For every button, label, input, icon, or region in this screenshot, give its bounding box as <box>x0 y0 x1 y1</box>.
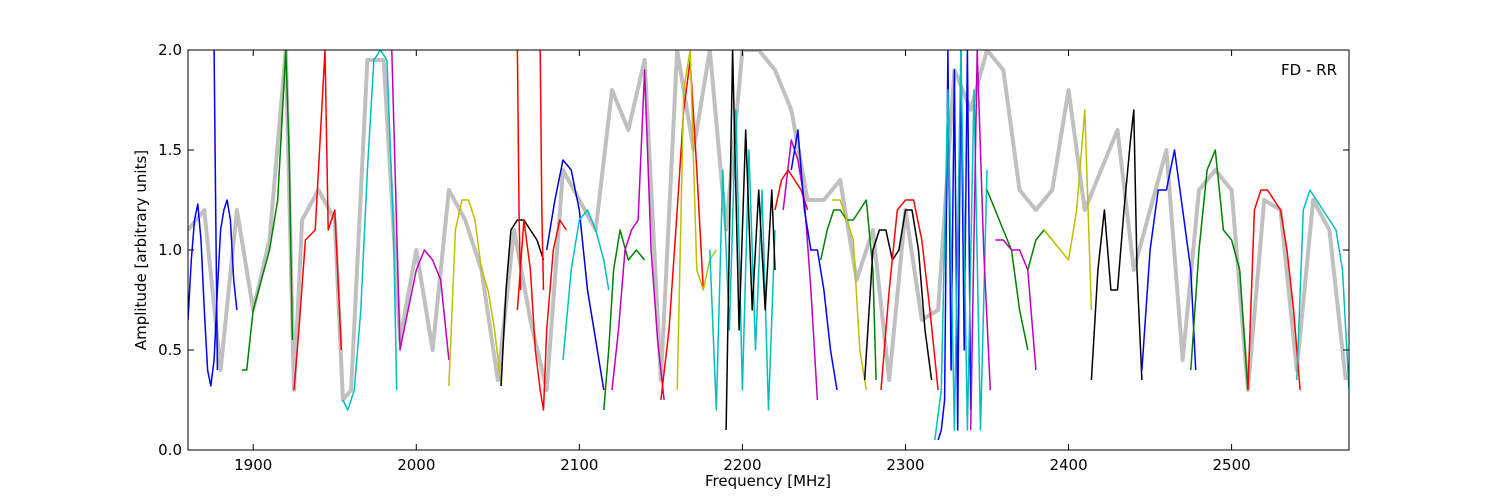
series-line-6 <box>391 50 450 361</box>
series-line-28 <box>934 50 988 441</box>
y-tick-label: 1.0 <box>158 241 182 259</box>
series-line-34 <box>1090 109 1143 381</box>
series-line-37 <box>1247 189 1301 391</box>
series-line-14 <box>603 229 646 411</box>
series-line-35 <box>1141 149 1197 371</box>
axis-ticks: 1900 2000 2100 2200 2300 2400 2500 0.0 0.5 1.0 1.5… <box>158 41 1349 474</box>
series-traces <box>188 50 1349 441</box>
series-line-33 <box>1043 109 1093 311</box>
y-tick-label: 0.0 <box>158 441 182 459</box>
series-line-3 <box>241 50 294 371</box>
series-line-1 <box>188 199 238 387</box>
series-line-27 <box>937 50 972 441</box>
series-line-10 <box>516 50 522 291</box>
x-tick-label: 2400 <box>1049 456 1087 474</box>
y-tick-label: 0.5 <box>158 341 182 359</box>
series-line-11 <box>539 50 545 291</box>
y-tick-label: 1.5 <box>158 141 182 159</box>
series-line-8 <box>500 219 545 387</box>
background-trace-line <box>188 50 1348 402</box>
y-axis-label: Amplitude [arbitrary units] <box>132 150 150 350</box>
series-line-30 <box>986 189 1029 351</box>
series-line-20 <box>774 169 809 211</box>
series-line-29 <box>969 50 992 431</box>
series-line-4 <box>293 50 343 391</box>
series-line-38 <box>1296 189 1349 391</box>
series-line-9 <box>516 219 567 411</box>
chart-annotation: FD - RR <box>1281 61 1337 79</box>
series-line-19 <box>725 50 776 431</box>
x-tick-label: 1900 <box>234 456 272 474</box>
x-tick-label: 2200 <box>723 456 761 474</box>
series-line-21 <box>782 139 819 401</box>
series-line-15 <box>611 69 665 401</box>
background-trace <box>188 50 1348 402</box>
series-line-22 <box>790 129 838 391</box>
series-line-5 <box>342 50 398 411</box>
series-line-23 <box>819 199 877 381</box>
series-line-31 <box>995 239 1037 371</box>
x-tick-label: 2100 <box>560 456 598 474</box>
series-line-2 <box>213 50 219 371</box>
series-line-7 <box>448 199 502 387</box>
x-axis-label: Frequency [MHz] <box>705 472 831 490</box>
series-line-18 <box>709 109 776 411</box>
series-line-24 <box>832 199 868 391</box>
x-tick-label: 2300 <box>886 456 924 474</box>
series-line-25 <box>863 209 933 381</box>
series-line-36 <box>1190 149 1249 391</box>
y-tick-label: 2.0 <box>158 41 182 59</box>
series-line-13 <box>562 209 610 361</box>
series-line-12 <box>545 159 605 391</box>
x-tick-label: 2000 <box>397 456 435 474</box>
x-tick-label: 2500 <box>1213 456 1251 474</box>
series-line-26 <box>880 199 939 391</box>
